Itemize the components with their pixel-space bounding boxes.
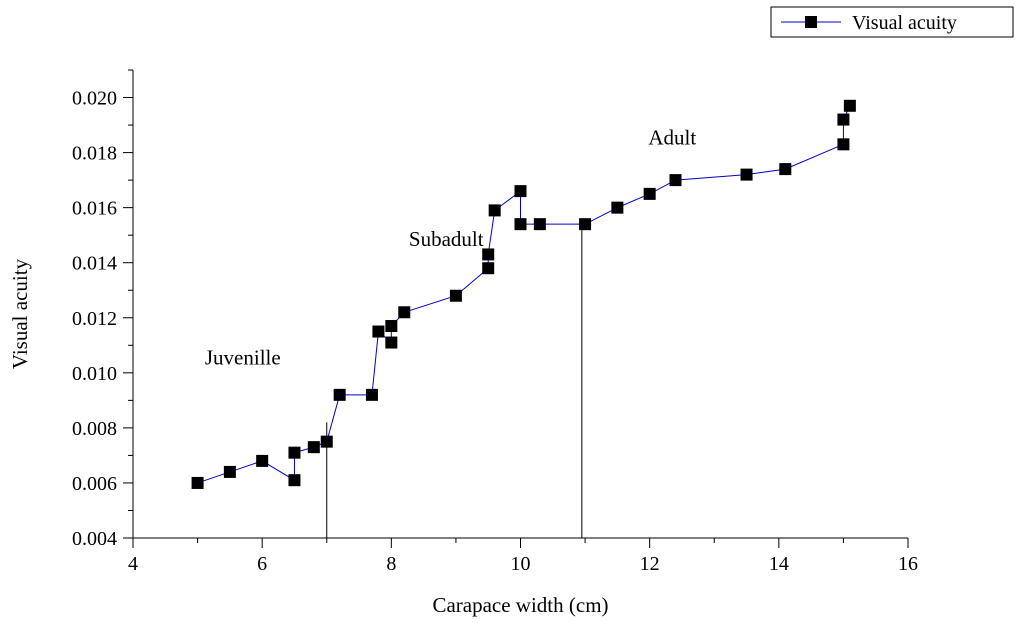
data-point: [488, 204, 501, 217]
y-tick-label: 0.014: [72, 253, 117, 275]
y-tick-label: 0.010: [72, 363, 117, 385]
legend-marker: [805, 16, 817, 28]
y-tick-label: 0.012: [72, 308, 117, 330]
data-point: [307, 441, 320, 454]
stage-label: Subadult: [409, 227, 484, 251]
data-point: [611, 201, 624, 214]
data-point: [449, 289, 462, 302]
axes: 4 6 8 10 12 14 16 0.004 0.006 0.008 0.010 0.012 0.01…: [72, 69, 918, 575]
data-point: [643, 187, 656, 200]
x-axis-title: Carapace width (cm): [432, 593, 608, 617]
data-point: [398, 306, 411, 319]
data-point: [365, 388, 378, 401]
y-axis-title: Visual acuity: [8, 258, 32, 369]
series-line: [197, 105, 851, 484]
data-point: [223, 465, 236, 478]
data-point: [669, 174, 682, 187]
data-point: [256, 454, 269, 467]
data-point: [385, 320, 398, 333]
stage-divider-lines: [326, 224, 583, 538]
data-point: [482, 262, 495, 275]
y-tick-label: 0.006: [72, 473, 117, 495]
data-point: [533, 218, 546, 231]
data-point: [514, 185, 527, 198]
x-tick-label: 10: [511, 553, 531, 575]
x-tick-label: 16: [898, 553, 918, 575]
x-tick-label: 6: [257, 553, 267, 575]
stage-label: Juvenille: [205, 346, 281, 370]
stage-annotations: Juvenille Subadult Adult: [205, 125, 696, 369]
data-point: [191, 476, 204, 489]
legend-label: Visual acuity: [852, 12, 957, 34]
data-point: [333, 388, 346, 401]
y-tick-label: 0.016: [72, 198, 117, 220]
data-point: [372, 325, 385, 338]
y-tick-label: 0.008: [72, 418, 117, 440]
data-point: [579, 218, 592, 231]
legend: Visual acuity: [770, 6, 1014, 38]
x-tick-label: 4: [128, 553, 138, 575]
x-tick-label: 12: [640, 553, 660, 575]
data-point: [837, 138, 850, 151]
x-tick-label: 14: [769, 553, 789, 575]
data-point: [837, 113, 850, 126]
y-tick-label: 0.004: [72, 528, 117, 550]
x-tick-label: 8: [386, 553, 396, 575]
data-point: [288, 474, 301, 487]
series-line-group: [197, 105, 851, 484]
y-tick-label: 0.018: [72, 143, 117, 165]
data-point: [320, 435, 333, 448]
data-markers: [191, 99, 856, 489]
data-point: [843, 99, 856, 112]
data-point: [482, 248, 495, 261]
data-point: [385, 336, 398, 349]
data-point: [288, 446, 301, 459]
data-point: [779, 163, 792, 176]
y-tick-label: 0.020: [72, 88, 117, 110]
data-point: [740, 168, 753, 181]
data-point: [514, 218, 527, 231]
stage-label: Adult: [648, 125, 696, 149]
